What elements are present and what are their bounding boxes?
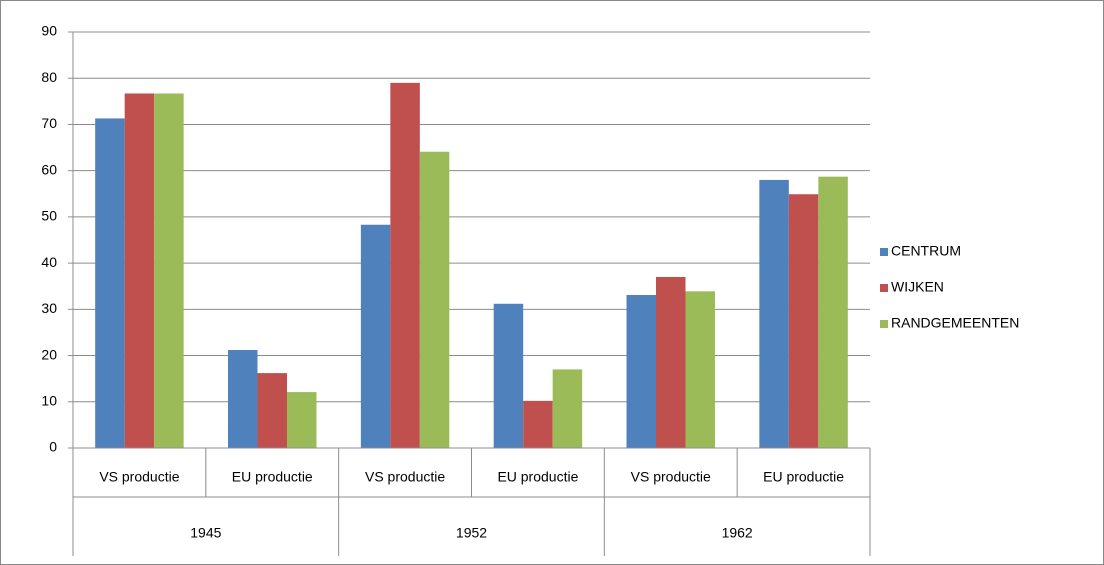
x-tick-label: VS productie xyxy=(631,469,711,485)
bar xyxy=(286,392,317,448)
y-tick-label: 10 xyxy=(41,392,57,408)
bar xyxy=(419,151,450,448)
bar xyxy=(552,369,583,448)
bar xyxy=(154,93,184,448)
legend-label: CENTRUM xyxy=(891,243,961,259)
bar xyxy=(124,93,155,448)
bar xyxy=(228,350,258,448)
x-tick-label: EU productie xyxy=(763,469,844,485)
x-tick-label: VS productie xyxy=(99,469,179,485)
y-tick-label: 60 xyxy=(41,161,57,177)
y-tick-label: 20 xyxy=(41,346,57,362)
y-tick-label: 30 xyxy=(41,300,57,316)
legend-swatch xyxy=(880,284,888,292)
bar xyxy=(257,373,287,448)
bar xyxy=(626,295,657,448)
bar xyxy=(656,276,686,448)
group-label: 1962 xyxy=(722,525,753,541)
x-tick-label: VS productie xyxy=(365,469,445,485)
y-tick-label: 40 xyxy=(41,254,57,270)
y-tick-label: 70 xyxy=(41,115,57,131)
legend-label: WIJKEN xyxy=(891,279,944,295)
bar xyxy=(523,400,553,448)
bar xyxy=(788,194,819,448)
legend-swatch xyxy=(880,320,888,328)
bar xyxy=(390,82,420,448)
bar xyxy=(493,303,524,448)
group-label: 1952 xyxy=(456,525,487,541)
y-tick-label: 0 xyxy=(49,439,57,455)
y-tick-label: 90 xyxy=(41,23,57,39)
y-tick-label: 50 xyxy=(41,208,57,224)
group-label: 1945 xyxy=(190,525,221,541)
x-tick-label: EU productie xyxy=(232,469,313,485)
x-tick-label: EU productie xyxy=(497,469,578,485)
legend-label: RANDGEMEENTEN xyxy=(891,315,1019,331)
legend-swatch xyxy=(880,248,888,256)
bar xyxy=(685,291,715,448)
bar xyxy=(818,176,848,449)
bar xyxy=(360,224,391,448)
bar xyxy=(95,118,125,449)
y-tick-label: 80 xyxy=(41,69,57,85)
bar xyxy=(759,179,789,448)
